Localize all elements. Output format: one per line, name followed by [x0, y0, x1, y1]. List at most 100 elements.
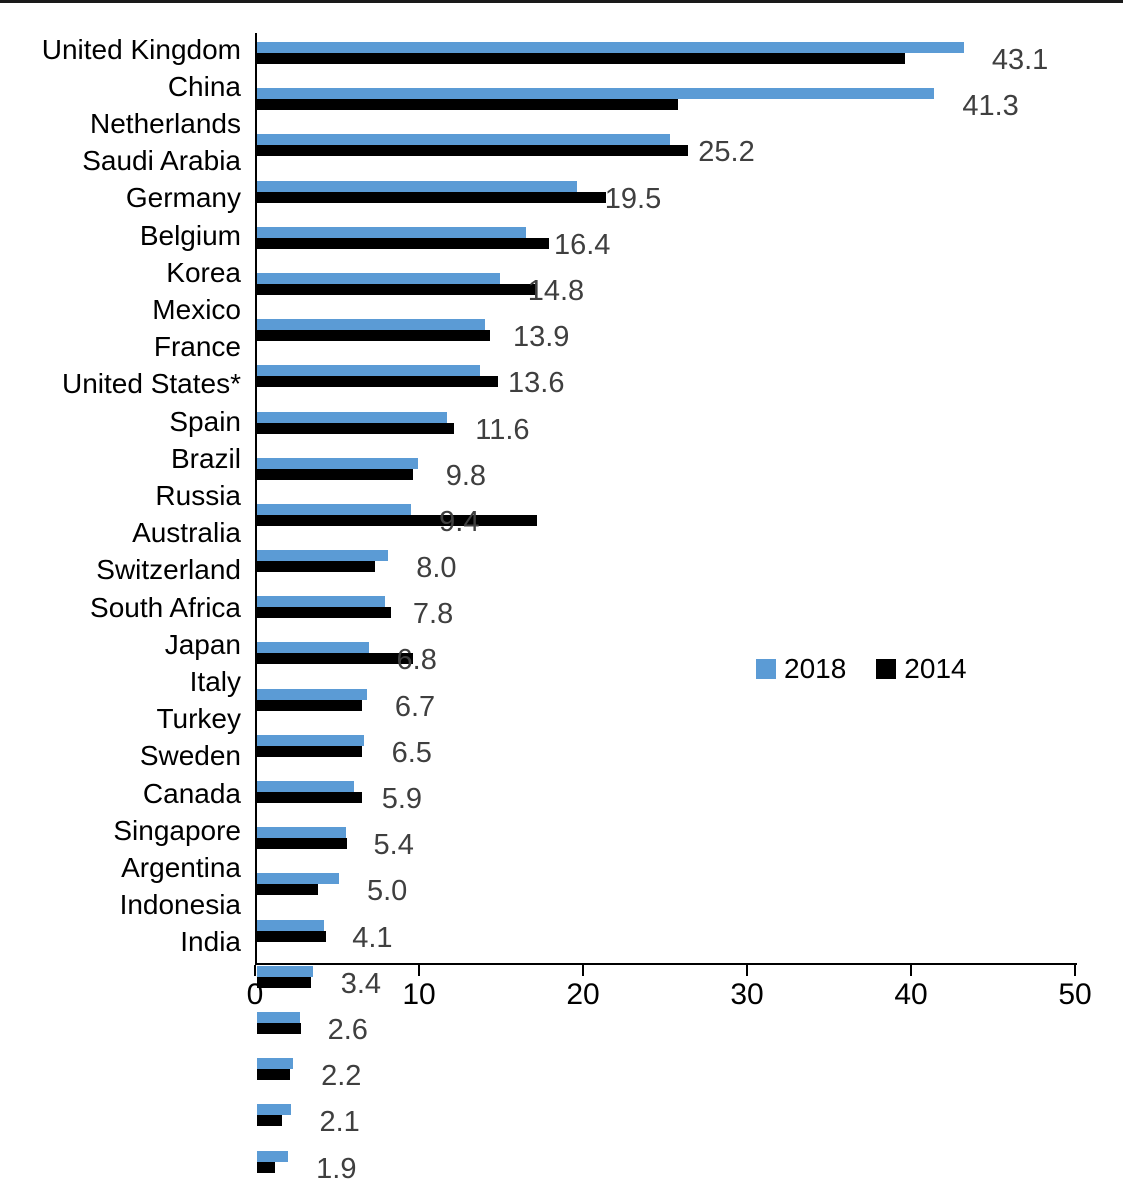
- bar-2014-belgium: [257, 283, 536, 295]
- x-axis-tick-label-40: 40: [894, 978, 928, 1011]
- bar-2018-singapore: [257, 1011, 300, 1023]
- bar-2014-switzerland: [257, 699, 362, 711]
- x-axis-tick-0: [254, 965, 256, 976]
- legend-item-2014: 2014: [876, 653, 967, 684]
- bar-2014-russia: [257, 607, 392, 619]
- value-label-korea: 13.9: [512, 321, 570, 354]
- bar-row-france: 11.6: [257, 411, 1077, 449]
- x-axis-tick-30: [746, 965, 748, 976]
- value-label-mexico: 13.6: [508, 367, 565, 400]
- bar-2018-italy: [257, 827, 346, 839]
- category-label-brazil: Brazil: [170, 442, 241, 474]
- bar-2018-australia: [257, 642, 369, 654]
- bar-2018-belgium: [257, 272, 500, 284]
- category-label-mexico: Mexico: [152, 293, 241, 325]
- legend-item-2018: 2018: [756, 655, 846, 683]
- category-label-sweden: Sweden: [139, 740, 241, 772]
- bar-2018-united-kingdom: [257, 42, 964, 53]
- category-label-argentina: Argentina: [121, 851, 241, 883]
- bar-row-singapore: 2.6: [257, 1011, 1077, 1049]
- bar-2018-sweden: [257, 919, 325, 931]
- value-label-sweden: 4.1: [352, 921, 393, 954]
- value-label-united-states: 9.8: [445, 459, 487, 492]
- value-label-argentina: 2.2: [321, 1060, 362, 1093]
- bar-2018-china: [257, 88, 935, 100]
- bar-row-canada: 3.4: [257, 965, 1077, 1003]
- legend: 2018 2014: [756, 655, 967, 683]
- bar-2014-india: [257, 1161, 276, 1173]
- bar-2014-mexico: [257, 376, 499, 388]
- bar-row-mexico: 13.6: [257, 365, 1077, 402]
- bar-2014-sweden: [257, 930, 326, 942]
- category-label-germany: Germany: [125, 182, 241, 214]
- bar-2018-indonesia: [257, 1104, 292, 1116]
- category-label-canada: Canada: [142, 777, 241, 809]
- value-label-japan: 5.9: [381, 783, 423, 815]
- value-label-belgium: 14.8: [527, 274, 585, 307]
- category-label-france: France: [153, 331, 241, 363]
- value-label-south-africa: 6.5: [391, 736, 432, 769]
- bar-2014-south-africa: [257, 745, 362, 757]
- bar-2014-united-kingdom: [257, 53, 905, 64]
- bar-2014-singapore: [257, 1022, 302, 1034]
- x-axis-tick-label-0: 0: [246, 978, 264, 1011]
- bar-2018-united-states: [257, 457, 418, 469]
- value-label-china: 41.3: [962, 90, 1019, 123]
- bar-2014-france: [257, 422, 454, 434]
- value-label-spain: 9.4: [439, 505, 480, 538]
- x-axis-tick-10: [418, 965, 420, 976]
- bar-row-sweden: 4.1: [257, 919, 1077, 957]
- value-label-germany: 16.4: [553, 228, 611, 261]
- bar-row-belgium: 14.8: [257, 272, 1077, 310]
- bar-row-australia: 6.8: [257, 642, 1077, 679]
- bar-2014-china: [257, 99, 679, 111]
- bar-2018-south-africa: [257, 734, 364, 746]
- bar-2018-switzerland: [257, 688, 367, 700]
- top-border-rule: [0, 0, 1123, 3]
- grouped-bar-chart: 43.1 41.3 25.2 19.5 16.4 14.8 13.9 13.6 11.6 9.8 9…: [42, 33, 1092, 1185]
- bar-row-netherlands: 25.2: [257, 134, 1077, 171]
- bar-2014-brazil: [257, 561, 376, 573]
- bar-2014-germany: [257, 237, 549, 249]
- bar-row-indonesia: 2.1: [257, 1104, 1077, 1141]
- category-label-japan: Japan: [164, 628, 241, 660]
- bar-row-germany: 16.4: [257, 226, 1077, 264]
- bar-row-korea: 13.9: [257, 319, 1077, 356]
- legend-label-2014: 2014: [904, 653, 967, 684]
- value-label-indonesia: 2.1: [319, 1106, 360, 1139]
- bar-2018-france: [257, 411, 448, 423]
- bar-2018-spain: [257, 503, 412, 515]
- bar-2018-saudi-arabia: [257, 180, 577, 192]
- x-axis-tick-50: [1074, 965, 1076, 976]
- category-label-korea: Korea: [166, 256, 241, 288]
- category-label-australia: Australia: [132, 517, 241, 549]
- value-label-brazil: 8.0: [416, 552, 457, 585]
- bar-row-russia: 7.8: [257, 596, 1077, 633]
- legend-swatch-2014-icon: [876, 659, 897, 679]
- bar-2014-saudi-arabia: [257, 191, 607, 203]
- category-label-indonesia: Indonesia: [119, 889, 241, 921]
- value-label-united-kingdom: 43.1: [991, 44, 1049, 76]
- bar-row-india: 1.9: [257, 1150, 1077, 1188]
- plot-area: 43.1 41.3 25.2 19.5 16.4 14.8 13.9 13.6 11.6 9.8 9…: [255, 33, 1077, 1185]
- bar-2014-japan: [257, 792, 362, 803]
- bar-row-italy: 5.4: [257, 827, 1077, 864]
- bar-2018-russia: [257, 596, 385, 608]
- bar-2018-netherlands: [257, 134, 671, 146]
- bar-2014-canada: [257, 976, 312, 988]
- bar-2014-indonesia: [257, 1115, 282, 1127]
- value-label-saudi-arabia: 19.5: [604, 182, 662, 215]
- value-label-russia: 7.8: [412, 598, 454, 631]
- x-axis-tick-40: [910, 965, 912, 976]
- bar-2018-germany: [257, 226, 526, 238]
- bar-2014-italy: [257, 838, 348, 850]
- category-label-belgium: Belgium: [139, 219, 241, 251]
- value-label-canada: 3.4: [340, 967, 382, 1000]
- category-label-singapore: Singapore: [113, 814, 241, 846]
- bar-2014-united-states: [257, 468, 413, 480]
- value-label-singapore: 2.6: [327, 1013, 368, 1046]
- x-axis-tick-20: [582, 965, 584, 976]
- category-label-spain: Spain: [169, 405, 241, 437]
- value-label-italy: 5.4: [373, 829, 414, 862]
- value-label-switzerland: 6.7: [394, 690, 436, 723]
